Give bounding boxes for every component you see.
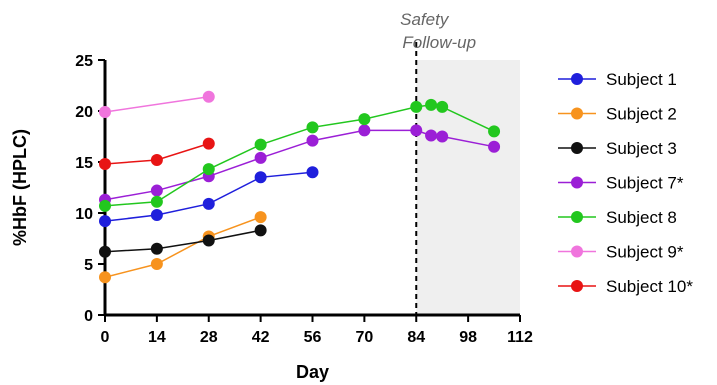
data-point	[410, 124, 423, 137]
series-line	[104, 229, 261, 253]
legend-marker	[571, 107, 583, 120]
x-tick-label: 70	[355, 329, 373, 346]
data-point	[202, 137, 215, 150]
data-point	[150, 209, 163, 222]
data-point	[150, 258, 163, 270]
data-point	[150, 184, 163, 197]
legend-label: Subject 7*	[606, 174, 684, 193]
legend-item: Subject 3	[558, 139, 677, 158]
y-tick-label: 5	[84, 257, 93, 274]
data-point	[488, 125, 501, 138]
data-point	[254, 224, 267, 237]
data-point	[254, 151, 267, 164]
series-subject-7	[99, 124, 501, 206]
series-subject-10	[99, 137, 215, 171]
annotation-follow-up: Follow-up	[402, 33, 476, 52]
data-point	[202, 163, 215, 176]
legend-label: Subject 1	[606, 70, 677, 89]
y-axis-title: %HbF (HPLC)	[10, 129, 30, 246]
data-point	[202, 234, 215, 247]
data-point	[150, 242, 163, 255]
x-tick-label: 28	[200, 329, 218, 346]
legend-label: Subject 9*	[606, 243, 684, 262]
axis-ticks: 0 5 10 15 20 25 0 14 28 42 56 70 84 98 112	[75, 53, 533, 346]
legend-item: Subject 2	[558, 105, 677, 124]
y-tick-label: 0	[84, 308, 93, 325]
data-point	[358, 124, 371, 137]
legend-item: Subject 10*	[558, 277, 693, 296]
data-point	[150, 153, 163, 166]
legend-label: Subject 3	[606, 139, 677, 158]
legend-marker	[571, 211, 583, 223]
data-point	[425, 98, 438, 111]
legend-marker	[571, 280, 583, 292]
series-subject-2	[99, 211, 267, 284]
x-axis-title: Day	[296, 362, 329, 382]
data-point	[410, 100, 423, 113]
data-point	[99, 245, 111, 258]
data-point	[306, 134, 319, 147]
legend-item: Subject 1	[558, 70, 677, 89]
data-point	[436, 100, 449, 113]
data-point	[306, 166, 319, 179]
legend-item: Subject 9*	[558, 243, 684, 262]
legend-label: Subject 8	[606, 208, 677, 227]
x-tick-label: 42	[252, 329, 270, 346]
data-point	[99, 199, 111, 212]
y-tick-label: 15	[75, 155, 93, 172]
series-line	[104, 95, 209, 113]
data-point	[254, 138, 267, 151]
data-point	[254, 171, 267, 184]
y-tick-label: 10	[75, 206, 93, 223]
series-subject-9	[99, 90, 215, 119]
data-point	[358, 113, 371, 126]
data-point	[99, 271, 111, 284]
legend-label: Subject 10*	[606, 277, 693, 296]
series-line	[104, 216, 261, 278]
data-point	[254, 211, 267, 224]
x-tick-label: 14	[148, 329, 166, 346]
x-tick-label: 84	[407, 329, 425, 346]
series-subject-8	[99, 98, 501, 212]
data-point	[99, 106, 111, 119]
y-tick-label: 20	[75, 104, 93, 121]
data-point	[436, 130, 449, 143]
legend: Subject 1 Subject 2 Subject 3 Subject 7* Sub…	[558, 70, 693, 296]
legend-marker	[571, 73, 583, 85]
x-tick-label: 112	[507, 329, 533, 346]
x-tick-label: 98	[459, 329, 477, 346]
x-tick-label: 56	[304, 329, 322, 346]
y-tick-label: 25	[75, 53, 93, 70]
safety-follow-up-shaded-region	[416, 60, 520, 315]
annotation-safety: Safety	[400, 10, 450, 29]
legend-marker	[571, 142, 583, 154]
data-point	[99, 215, 111, 228]
data-point	[425, 129, 438, 142]
legend-marker	[571, 176, 583, 189]
data-point	[202, 90, 215, 103]
data-point	[202, 197, 215, 210]
series-subject-3	[99, 224, 267, 258]
series-layer	[99, 90, 501, 284]
data-point	[306, 121, 319, 134]
series-subject-1	[99, 166, 319, 228]
legend-marker	[571, 245, 583, 258]
legend-item: Subject 8	[558, 208, 677, 227]
data-point	[99, 158, 111, 171]
x-tick-label: 0	[101, 329, 110, 346]
legend-label: Subject 2	[606, 105, 677, 124]
data-point	[150, 195, 163, 208]
legend-item: Subject 7*	[558, 174, 684, 193]
data-point	[488, 140, 501, 153]
